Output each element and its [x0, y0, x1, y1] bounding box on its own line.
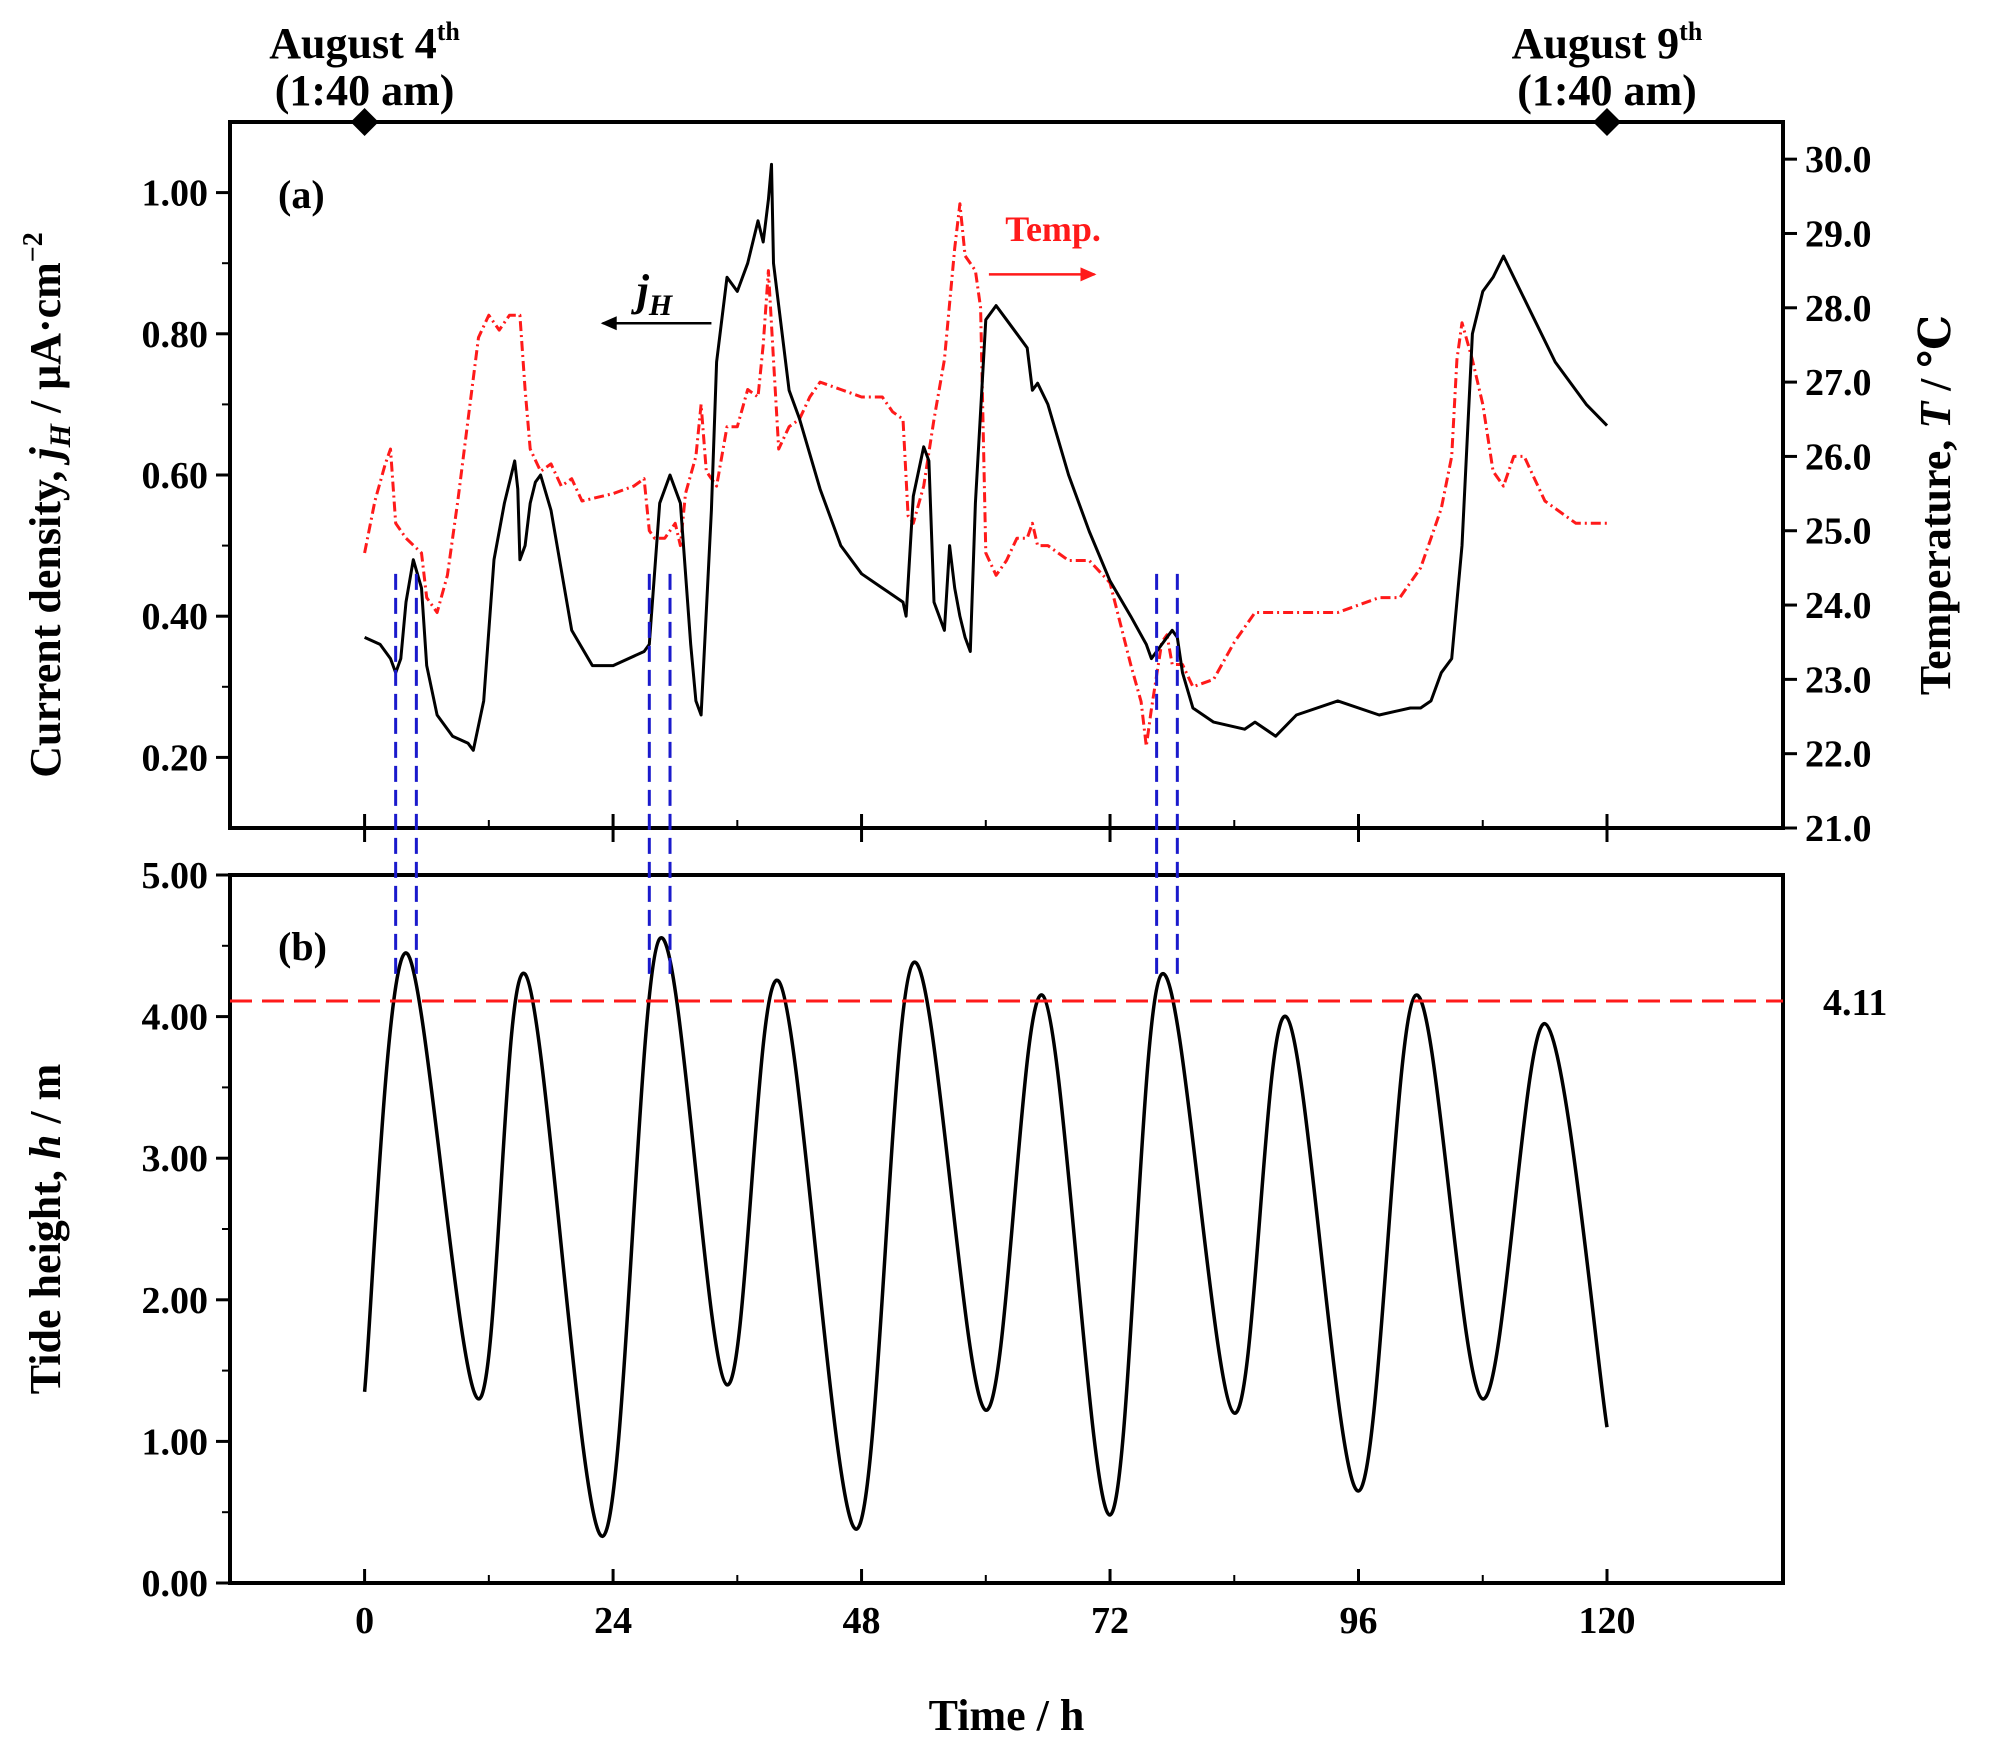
panel-a-right-tick-label: 29.0 [1805, 213, 1872, 255]
panel-b-left-tick-label: 4.00 [142, 997, 209, 1039]
panel-a-right-tick-label: 24.0 [1805, 585, 1872, 627]
x-tick-label: 48 [843, 1600, 881, 1642]
legend-jh-arrow-head [600, 316, 617, 331]
panel-a-left-tick-label: 0.40 [142, 596, 209, 638]
panel-b-left-tick-label: 5.00 [142, 855, 209, 897]
x-tick-label: 120 [1578, 1600, 1635, 1642]
date-marker-time-start: (1:40 am) [275, 66, 455, 115]
panel-a-right-tick-label: 21.0 [1805, 808, 1872, 850]
panel-b-label: (b) [278, 924, 327, 969]
panel-a-right-tick-label: 23.0 [1805, 659, 1872, 701]
legend-jh-label: jH [631, 266, 674, 322]
x-tick-label: 96 [1340, 1600, 1378, 1642]
reference-line-label: 4.11 [1823, 982, 1887, 1024]
chart-axes [216, 108, 1797, 1585]
tide-height-series-line [362, 936, 1609, 1539]
panel-a-label: (a) [278, 172, 325, 217]
temperature-series-line [363, 202, 1607, 748]
chart-labels: 0 24 48 72 96 120 Time / h 0.20 0.40 0.60 0.80 1.00… [18, 17, 1960, 1740]
panel-a-left-axis-title: Current density, jH / μA·cm−2 [18, 232, 77, 778]
panel-a-right-tick-label: 27.0 [1805, 362, 1872, 404]
x-axis-title: Time / h [929, 1691, 1085, 1740]
date-marker-diamond [350, 108, 379, 136]
panel-a-left-tick-label: 0.20 [142, 737, 209, 779]
chart-series [230, 162, 1783, 1539]
panel-a-left-tick-label: 0.80 [142, 314, 209, 356]
panel-b-left-tick-label: 0.00 [142, 1563, 209, 1605]
panel-b-frame [228, 873, 1785, 1585]
legend-temp-label: Temp. [1005, 209, 1101, 249]
legend-temp-arrow-head [1080, 267, 1097, 282]
panel-b-left-tick-label: 2.00 [142, 1280, 209, 1322]
panel-b-left-tick-label: 1.00 [142, 1421, 209, 1463]
x-tick-label: 24 [594, 1600, 632, 1642]
panel-a-left-tick-label: 0.60 [142, 455, 209, 497]
x-tick-label: 0 [355, 1600, 374, 1642]
panel-a-right-tick-label: 22.0 [1805, 734, 1872, 776]
current-density-series-line [363, 162, 1609, 752]
x-tick-label: 72 [1091, 1600, 1129, 1642]
panel-a-right-axis-title: Temperature, T / ℃ [1911, 315, 1960, 695]
panel-b-left-tick-label: 3.00 [142, 1138, 209, 1180]
panel-a-right-tick-label: 28.0 [1805, 288, 1872, 330]
date-marker-diamond [1592, 108, 1621, 136]
panel-a-right-tick-label: 30.0 [1805, 139, 1872, 181]
date-marker-label-end: August 9th [1512, 17, 1703, 68]
panel-b-left-axis-title: Tide height, h / m [21, 1064, 70, 1395]
panel-a-left-tick-label: 1.00 [142, 173, 209, 215]
panel-a-right-tick-label: 26.0 [1805, 436, 1872, 478]
date-marker-label-start: August 4th [269, 17, 460, 68]
panel-a-right-tick-label: 25.0 [1805, 511, 1872, 553]
date-marker-time-end: (1:40 am) [1517, 66, 1697, 115]
